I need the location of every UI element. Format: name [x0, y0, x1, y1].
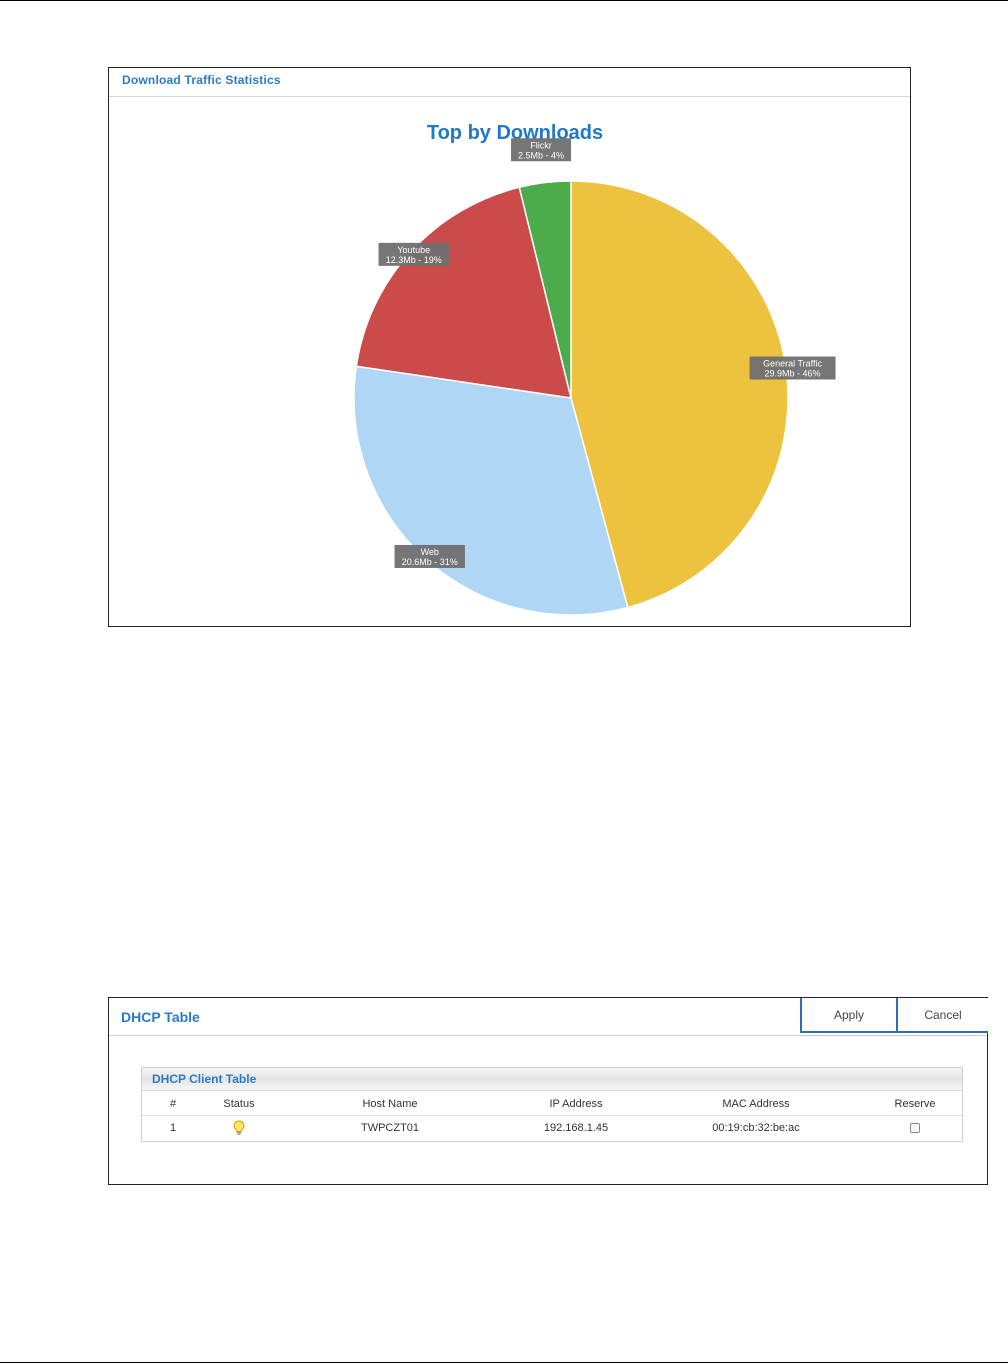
panel-title: Download Traffic Statistics — [122, 73, 281, 87]
row-host-name: TWPCZT01 — [360, 1122, 420, 1134]
slice-name: Flickr — [530, 140, 552, 150]
dhcp-client-table: DHCP Client Table # Status Host Name IP … — [141, 1067, 963, 1142]
row-index: 1 — [169, 1122, 177, 1134]
page-bottom-rule — [0, 1362, 1008, 1363]
slice-name: Youtube — [397, 245, 430, 255]
cancel-button[interactable]: Cancel — [896, 998, 988, 1033]
reserve-checkbox[interactable] — [910, 1123, 920, 1133]
page-top-rule — [0, 0, 1008, 1]
column-header-index: # — [169, 1098, 177, 1110]
panel-divider — [109, 1035, 987, 1036]
pie-slice-flickr — [518, 180, 572, 399]
slice-value: 2.5Mb - 4% — [518, 150, 564, 160]
column-header-host-name: Host Name — [362, 1098, 418, 1110]
dhcp-table-panel: DHCP Table Apply Cancel DHCP Client Tabl… — [108, 997, 988, 1185]
panel-title: DHCP Table — [121, 1009, 200, 1025]
row-ip-address: 192.168.1.45 — [543, 1122, 609, 1134]
column-header-status: Status — [223, 1098, 255, 1110]
download-traffic-panel: Download Traffic Statistics Top by Downl… — [108, 67, 911, 627]
slice-name: Web — [421, 547, 439, 557]
slice-name: General Traffic — [763, 359, 822, 369]
panel-divider — [109, 96, 910, 97]
header-divider — [142, 1115, 962, 1116]
slice-value: 12.3Mb - 19% — [386, 255, 442, 265]
column-header-reserve: Reserve — [894, 1098, 936, 1110]
client-table-title: DHCP Client Table — [152, 1072, 257, 1086]
slice-value: 20.6Mb - 31% — [402, 557, 458, 567]
column-header-ip-address: IP Address — [549, 1098, 603, 1110]
row-mac-address: 00:19:cb:32:be:ac — [712, 1122, 800, 1134]
slice-value: 29.9Mb - 46% — [765, 369, 821, 379]
column-header-mac-address: MAC Address — [722, 1098, 790, 1110]
apply-button[interactable]: Apply — [800, 998, 896, 1033]
client-table-header: DHCP Client Table — [142, 1068, 962, 1091]
lightbulb-icon — [233, 1120, 245, 1135]
